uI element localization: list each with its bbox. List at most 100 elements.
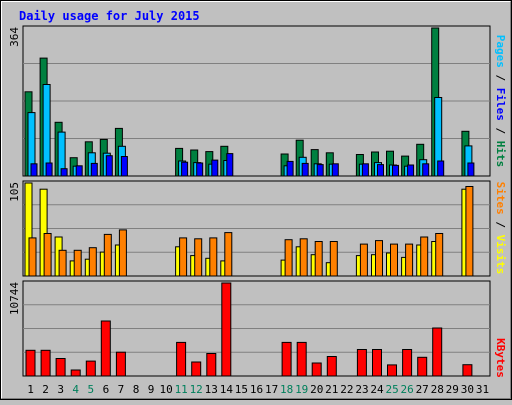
bar-kbytes-day-13 [206, 353, 217, 377]
bar-sites-day-30 [465, 186, 474, 277]
legend-visits: Visits [494, 235, 507, 275]
bar-kbytes-day-28 [432, 327, 443, 377]
bar-sites-day-23 [359, 243, 368, 277]
legend-sites: Sites [494, 182, 507, 215]
bar-pages-day-23 [361, 163, 369, 177]
bar-sites-day-14 [224, 232, 233, 277]
bar-sites-day-24 [375, 240, 383, 277]
x-tick-label: 4 [72, 383, 79, 396]
bar-pages-day-6 [105, 155, 113, 177]
bar-pages-day-18 [286, 160, 294, 177]
x-tick-label: 24 [370, 383, 384, 396]
bar-pages-day-21 [331, 163, 339, 177]
bar-pages-day-3 [60, 168, 68, 177]
x-tick-label: 13 [205, 383, 218, 396]
x-tick-label: 14 [220, 383, 234, 396]
bar-pages-day-1 [30, 163, 38, 177]
x-tick-label: 23 [355, 383, 368, 396]
x-tick-label: 26 [400, 383, 413, 396]
bar-kbytes-day-11 [176, 341, 187, 377]
bar-kbytes-day-3 [55, 358, 66, 377]
x-tick-label: 19 [295, 383, 308, 396]
x-tick-label: 15 [235, 383, 248, 396]
bar-pages-day-30 [467, 162, 475, 177]
bar-kbytes-day-12 [191, 361, 202, 377]
bar-kbytes-day-26 [402, 349, 413, 377]
bar-sites-day-5 [88, 247, 97, 277]
chart-panels: 364 Pages / Files / Hits 105 Sites / Visits… [8, 25, 507, 378]
bar-sites-day-6 [103, 233, 112, 277]
x-tick-label: 18 [280, 383, 293, 396]
legend-hits: Hits [494, 141, 507, 168]
x-tick-label: 6 [103, 383, 110, 396]
x-tick-label: 12 [190, 383, 203, 396]
bar-kbytes-day-30 [462, 364, 473, 377]
x-axis-day-labels: 1 2 3 4 5 6 7 8 9 10 11 12 13 14 15 16 17 18 19 20 21 22 23 24 2… [27, 383, 489, 396]
x-tick-label: 3 [57, 383, 64, 396]
bar-files-day-2 [42, 84, 51, 177]
bar-sites-day-13 [209, 237, 218, 277]
bar-pages-day-11 [181, 161, 189, 177]
bar-sites-day-19 [299, 238, 308, 277]
chart-title: Daily usage for July 2015 [19, 9, 200, 23]
bar-pages-day-26 [407, 164, 415, 177]
legend-files: Files [494, 88, 507, 121]
bar-pages-day-25 [392, 164, 399, 177]
bar-kbytes-day-2 [40, 349, 51, 377]
y-series-label: Sites / Visits [494, 182, 507, 275]
bar-pages-day-19 [301, 162, 309, 177]
bar-kbytes-day-6 [100, 320, 111, 377]
bar-sites-day-21 [329, 241, 338, 277]
bar-sites-day-1 [28, 237, 37, 277]
bar-pages-day-12 [196, 162, 204, 177]
bar-pages-day-20 [316, 164, 324, 177]
bar-sites-day-2 [43, 233, 52, 277]
bar-sites-day-26 [405, 243, 414, 277]
bar-pages-day-24 [377, 164, 384, 177]
legend-kbytes: KBytes [494, 338, 507, 378]
label-separator: / [494, 121, 507, 141]
bar-sites-day-7 [118, 229, 127, 277]
x-tick-label: 27 [416, 383, 429, 396]
bar-sites-day-28 [435, 233, 444, 277]
x-tick-label: 9 [148, 383, 155, 396]
bar-kbytes-day-27 [417, 356, 428, 377]
frame-shadow [1, 1, 511, 399]
bar-pages-day-13 [211, 159, 219, 177]
x-tick-label: 17 [265, 383, 278, 396]
y-max-label: 364 [8, 27, 21, 47]
bar-kbytes-day-24 [372, 349, 382, 377]
bar-sites-day-18 [284, 239, 293, 277]
bar-sites-day-20 [314, 241, 323, 277]
bar-sites-day-27 [420, 236, 429, 277]
x-tick-label: 20 [310, 383, 323, 396]
bar-pages-day-28 [437, 160, 445, 177]
bar-kbytes-day-20 [311, 362, 322, 377]
bar-kbytes-day-7 [115, 351, 126, 377]
x-tick-label: 7 [118, 383, 125, 396]
bar-kbytes-day-21 [326, 356, 337, 377]
legend-pages: Pages [494, 35, 507, 68]
x-tick-label: 31 [476, 383, 489, 396]
bar-sites-day-25 [390, 243, 398, 277]
bar-pages-day-7 [120, 156, 128, 177]
x-tick-label: 29 [446, 383, 459, 396]
bar-kbytes-day-14 [221, 282, 232, 377]
bar-pages-day-14 [226, 153, 234, 177]
frame-highlight [1, 1, 511, 399]
bar-pages-day-27 [422, 163, 430, 177]
x-tick-label: 21 [325, 383, 338, 396]
bar-kbytes-day-5 [85, 360, 96, 377]
y-series-label: KBytes [494, 338, 507, 378]
x-tick-label: 28 [431, 383, 444, 396]
bar-kbytes-day-18 [281, 341, 292, 377]
label-separator: / [494, 68, 507, 88]
bar-pages-day-2 [45, 162, 53, 177]
bar-kbytes-day-25 [387, 364, 397, 377]
bar-pages-day-4 [75, 165, 83, 177]
bar-kbytes-day-23 [356, 349, 367, 377]
x-tick-label: 30 [461, 383, 474, 396]
y-max-label: 105 [8, 182, 21, 202]
x-tick-label: 11 [175, 383, 188, 396]
